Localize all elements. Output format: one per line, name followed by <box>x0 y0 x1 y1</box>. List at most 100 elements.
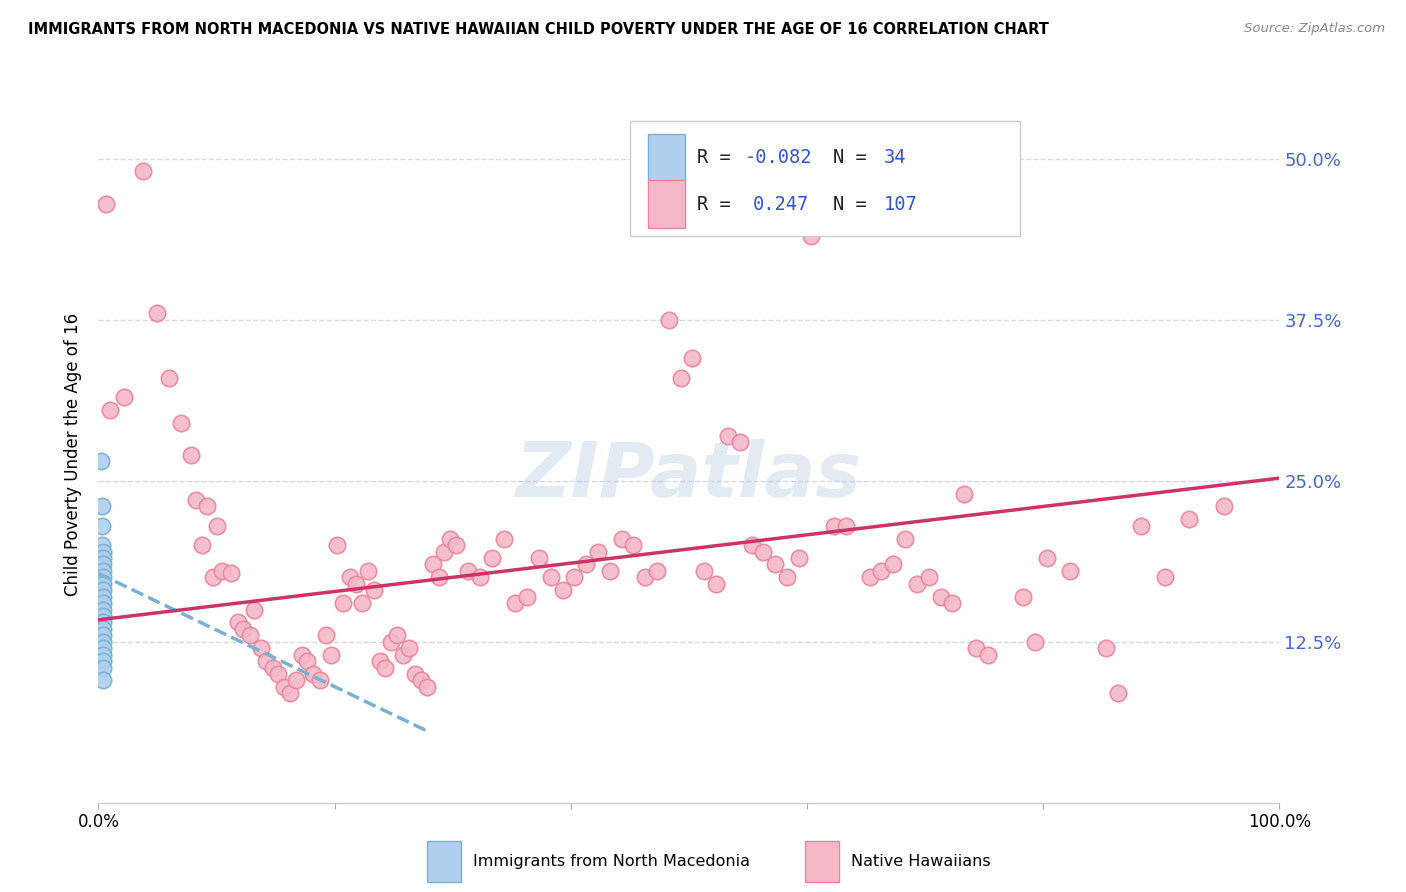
Point <box>157 370 180 384</box>
Text: R =: R = <box>697 195 754 214</box>
Point <box>132 164 155 178</box>
Point <box>787 551 810 566</box>
FancyBboxPatch shape <box>648 134 685 182</box>
Point <box>1154 570 1177 584</box>
Point <box>481 551 503 566</box>
Point <box>623 538 645 552</box>
Point <box>250 641 273 656</box>
Text: R =: R = <box>697 148 742 168</box>
Point <box>882 558 904 572</box>
Point <box>357 564 380 578</box>
Point <box>302 667 325 681</box>
Point <box>332 596 354 610</box>
Point <box>1107 686 1129 700</box>
Point <box>91 673 114 688</box>
Point <box>387 628 409 642</box>
Point <box>505 596 527 610</box>
Text: ZIPatlas: ZIPatlas <box>516 439 862 513</box>
Point <box>368 654 391 668</box>
Point <box>226 615 249 630</box>
Point <box>409 673 432 688</box>
Point <box>599 564 621 578</box>
Point <box>363 583 385 598</box>
Point <box>551 583 574 598</box>
Point <box>929 590 952 604</box>
Point <box>91 641 114 656</box>
Point <box>112 390 135 404</box>
Point <box>1036 551 1059 566</box>
Point <box>457 564 479 578</box>
Point <box>267 667 290 681</box>
Text: 0.247: 0.247 <box>752 195 808 214</box>
Point <box>91 596 114 610</box>
Point <box>91 576 114 591</box>
Point <box>180 448 202 462</box>
Point <box>91 609 114 624</box>
Point <box>211 564 233 578</box>
Point <box>91 596 114 610</box>
Point <box>741 538 763 552</box>
Point <box>91 634 114 648</box>
Point <box>835 518 858 533</box>
Point <box>977 648 1000 662</box>
Point <box>1213 500 1236 514</box>
FancyBboxPatch shape <box>804 841 839 882</box>
Point <box>439 532 461 546</box>
Point <box>146 306 169 320</box>
Point <box>94 196 117 211</box>
Point <box>91 622 114 636</box>
Point <box>717 428 740 442</box>
Point <box>91 609 114 624</box>
Point <box>186 493 208 508</box>
FancyBboxPatch shape <box>630 121 1019 235</box>
Point <box>91 660 114 674</box>
Text: 34: 34 <box>884 148 907 168</box>
Text: N =: N = <box>832 148 877 168</box>
Point <box>941 596 963 610</box>
Point <box>752 544 775 558</box>
Point <box>586 544 609 558</box>
Text: Native Hawaiians: Native Hawaiians <box>851 855 990 870</box>
Point <box>243 602 266 616</box>
Point <box>645 564 668 578</box>
Point <box>201 570 224 584</box>
Point <box>309 673 332 688</box>
Point <box>262 660 284 674</box>
Point <box>231 622 253 636</box>
Point <box>918 570 941 584</box>
Point <box>91 615 114 630</box>
Point <box>427 570 450 584</box>
Point <box>91 590 114 604</box>
Point <box>91 583 114 598</box>
Point <box>339 570 361 584</box>
Point <box>564 570 586 584</box>
Point <box>870 564 893 578</box>
Point <box>90 454 112 468</box>
Point <box>284 673 307 688</box>
FancyBboxPatch shape <box>427 841 461 882</box>
Point <box>1024 634 1046 648</box>
Point <box>91 551 114 566</box>
Point <box>91 551 114 566</box>
Point <box>91 570 114 584</box>
Point <box>776 570 799 584</box>
Point <box>91 518 114 533</box>
Point <box>91 570 114 584</box>
Text: N =: N = <box>832 195 877 214</box>
Point <box>350 596 373 610</box>
Point <box>91 583 114 598</box>
Point <box>91 628 114 642</box>
Point <box>273 680 295 694</box>
Point <box>392 648 415 662</box>
Point <box>91 648 114 662</box>
Point <box>91 590 114 604</box>
Point <box>91 576 114 591</box>
Point <box>344 576 367 591</box>
Point <box>170 416 193 430</box>
Point <box>682 351 704 366</box>
Point <box>433 544 456 558</box>
Point <box>91 558 114 572</box>
Point <box>575 558 598 572</box>
Point <box>610 532 633 546</box>
Point <box>374 660 396 674</box>
